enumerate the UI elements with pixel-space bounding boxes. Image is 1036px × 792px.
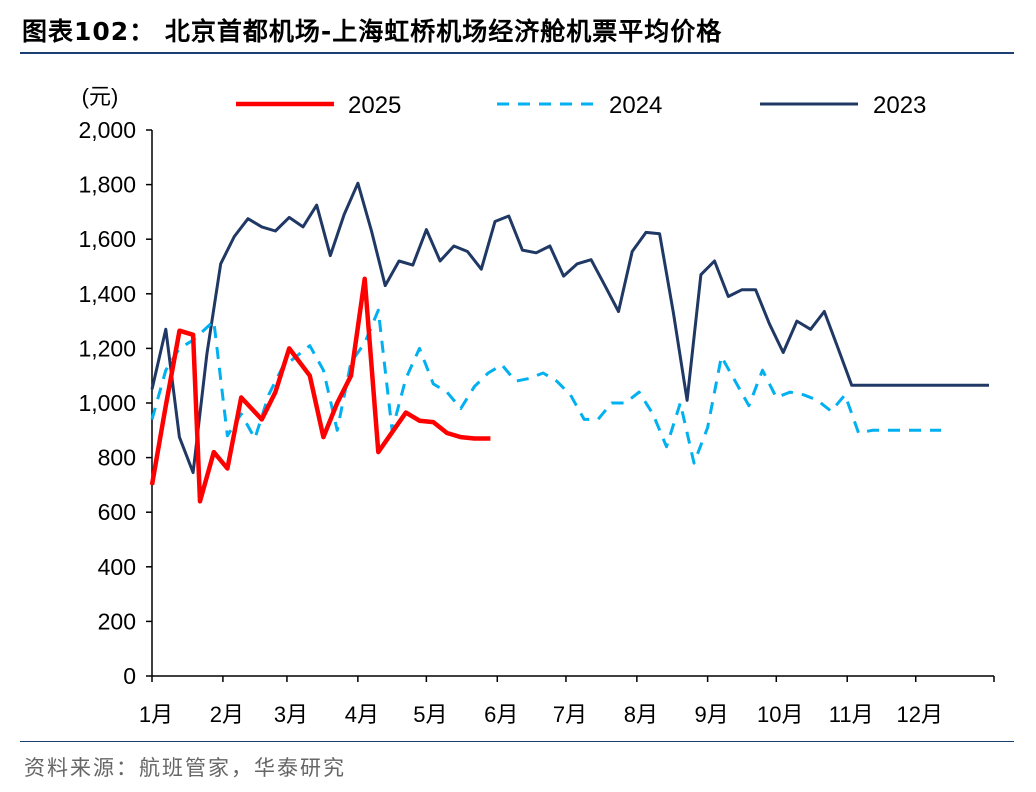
- y-tick-label: 200: [98, 608, 136, 634]
- legend-label-2025: 2025: [348, 92, 401, 119]
- y-tick-label: 400: [98, 554, 136, 580]
- footer-divider: [20, 741, 1014, 742]
- chart-axes: 0 200 400 600 800 1,000 1,200 1,400 1,600 1,800 2,…: [78, 117, 995, 727]
- x-tick-label: 9月: [694, 702, 728, 727]
- source-note: 资料来源：航班管家，华泰研究: [24, 756, 346, 780]
- x-tick-label: 4月: [345, 702, 379, 727]
- x-tick-label: 5月: [413, 702, 447, 727]
- x-tick-label: 12月: [896, 702, 942, 727]
- title-divider: [20, 52, 1014, 54]
- y-axis-unit-label: (元): [82, 84, 119, 109]
- legend-label-2023: 2023: [873, 92, 926, 119]
- y-tick-label: 1,000: [78, 390, 136, 416]
- series-layer: [149, 181, 989, 504]
- chart-legend: 2025 2024 2023: [236, 92, 926, 119]
- y-tick-label: 1,800: [78, 172, 136, 198]
- y-tick-label: 2,000: [78, 117, 136, 143]
- series-line-2025: [149, 276, 491, 504]
- y-tick-label: 1,600: [78, 226, 136, 252]
- figure-title: 图表102： 北京首都机场-上海虹桥机场经济舱机票平均价格: [22, 17, 723, 46]
- x-tick-label: 11月: [829, 702, 874, 727]
- x-tick-label: 6月: [484, 702, 518, 727]
- legend-label-2024: 2024: [609, 92, 662, 119]
- series-line-2024: [150, 308, 941, 465]
- x-tick-label: 10月: [757, 702, 803, 727]
- x-tick-label: 1月: [139, 702, 173, 727]
- y-tick-label: 800: [98, 445, 136, 471]
- x-tick-label: 7月: [553, 702, 587, 727]
- line-chart: 0 200 400 600 800 1,000 1,200 1,400 1,600 1,800 2,…: [78, 84, 995, 727]
- x-tick-label: 2月: [210, 702, 244, 727]
- x-tick-label: 8月: [624, 702, 658, 727]
- y-tick-label: 1,200: [78, 335, 136, 361]
- y-tick-label: 600: [98, 499, 136, 525]
- y-tick-label: 0: [123, 663, 136, 689]
- x-tick-label: 3月: [274, 702, 308, 727]
- y-tick-label: 1,400: [78, 281, 136, 307]
- series-line-2023: [150, 181, 989, 475]
